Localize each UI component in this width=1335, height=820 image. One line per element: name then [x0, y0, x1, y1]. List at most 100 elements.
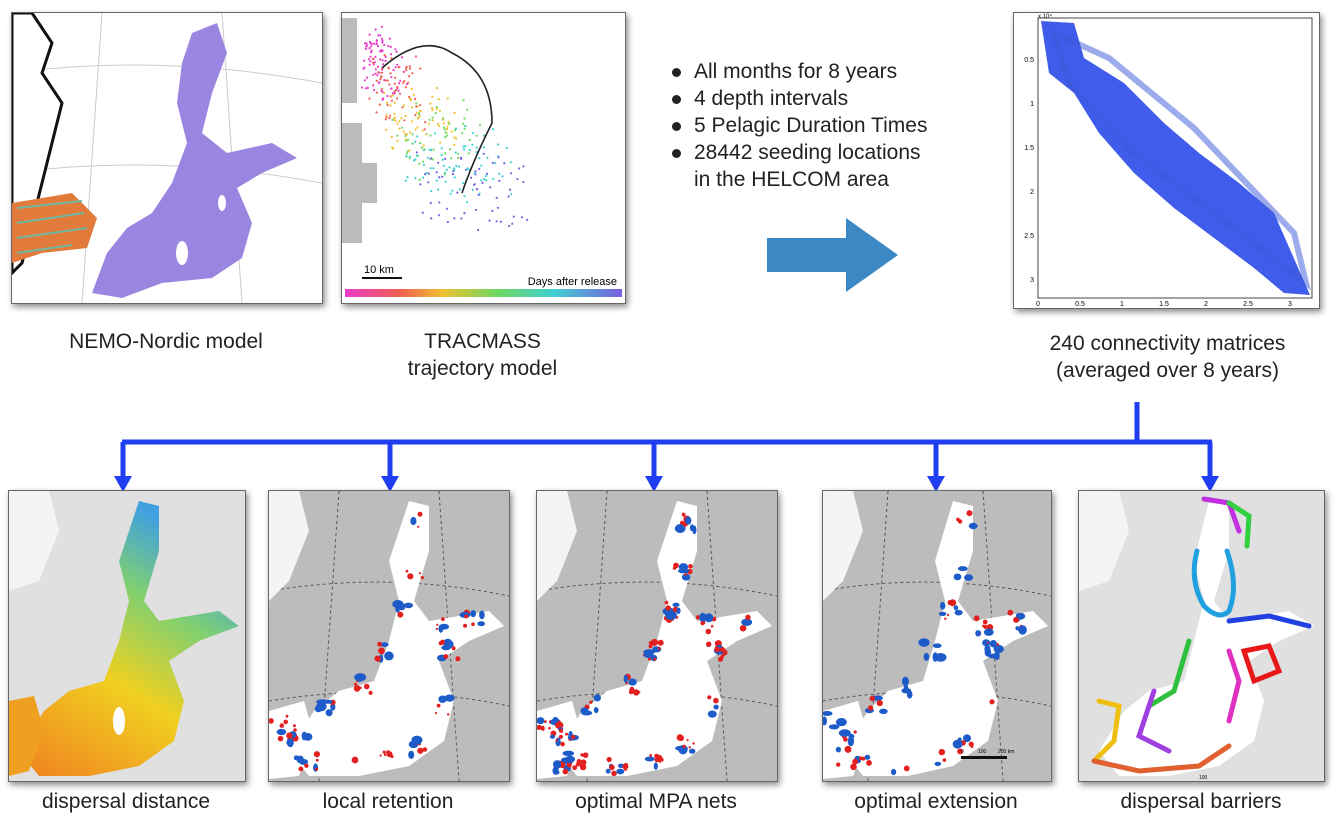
particle-dot: [383, 91, 386, 94]
red-dot: [745, 614, 751, 620]
retention-markers: [269, 511, 485, 772]
red-dot: [417, 747, 424, 754]
particle-dot: [453, 136, 456, 139]
blue-patch: [828, 724, 840, 730]
red-dot: [688, 746, 691, 749]
red-dot: [688, 564, 693, 569]
particle-dot: [414, 114, 417, 117]
particle-dot: [526, 218, 529, 221]
particle-dot: [457, 152, 460, 155]
particle-dot: [466, 108, 469, 111]
particle-dot: [419, 183, 422, 186]
blue-patch: [674, 524, 686, 533]
particle-dot: [422, 144, 425, 147]
red-dot: [363, 683, 370, 690]
particle-dot: [444, 131, 447, 134]
particle-dot: [468, 138, 471, 142]
particle-dot: [509, 161, 512, 164]
blue-patch: [470, 610, 476, 618]
red-dot: [434, 711, 438, 715]
red-dot: [436, 703, 441, 708]
particle-dot: [444, 157, 447, 160]
particle-dot: [495, 220, 498, 223]
blue-patch: [823, 711, 833, 716]
particle-dot: [454, 127, 458, 130]
red-dot: [866, 760, 872, 766]
particle-dot: [422, 163, 426, 166]
particle-dot: [414, 55, 417, 58]
blue-patch: [439, 623, 450, 630]
particle-dot: [446, 97, 449, 100]
red-dot: [713, 697, 719, 704]
red-dot: [611, 770, 617, 777]
particle-dot: [424, 173, 427, 176]
particle-dot: [402, 104, 406, 107]
blue-patch: [953, 573, 962, 581]
particle-dot: [374, 55, 377, 59]
particle-dot: [381, 39, 384, 43]
particle-dot: [390, 87, 393, 90]
particle-dot: [389, 95, 392, 98]
particle-dot: [435, 87, 439, 90]
particle-dot: [368, 63, 371, 66]
matrix-exponent: x 10⁴: [1038, 13, 1052, 20]
red-dot: [858, 756, 863, 761]
particle-dot: [372, 42, 375, 45]
particle-dot: [378, 103, 381, 106]
particle-dot: [372, 84, 375, 87]
blue-patch: [384, 651, 394, 661]
arrowhead-3: [645, 476, 663, 492]
arrowhead-1: [114, 476, 132, 492]
optimal-mpa-map: [536, 490, 778, 782]
particle-dot: [451, 172, 455, 176]
matrix-y-tick: 1.5: [1024, 145, 1034, 152]
matrix-caption-line1: 240 connectivity matrices: [1049, 332, 1286, 355]
particle-dot: [455, 137, 458, 140]
particle-dot: [367, 58, 370, 61]
matrix-y-tick: 2.5: [1024, 233, 1034, 240]
red-dot: [405, 569, 409, 573]
particle-dot: [480, 179, 483, 182]
particle-dot: [480, 164, 483, 167]
particle-dot: [486, 172, 489, 175]
particle-dot: [377, 81, 380, 84]
red-dot: [710, 624, 714, 628]
blue-patch: [681, 573, 691, 581]
particle-dot: [418, 162, 421, 165]
particle-dot: [438, 124, 441, 128]
particle-dot: [522, 180, 525, 184]
matrix-x-tick: 0: [1036, 301, 1040, 308]
particle-dot: [398, 82, 401, 85]
red-dot: [285, 714, 289, 718]
particle-dot: [429, 201, 432, 205]
red-dot: [684, 573, 687, 576]
blue-patch: [443, 638, 452, 646]
red-dot: [714, 646, 720, 653]
particle-dot: [457, 165, 461, 168]
bullet-item: 5 Pelagic Duration Times: [668, 112, 927, 139]
parameter-list: All months for 8 years 4 depth intervals…: [668, 58, 927, 193]
particle-dot: [464, 145, 467, 148]
particle-dot: [381, 98, 384, 101]
red-dot: [661, 757, 664, 760]
particle-dot: [419, 109, 422, 112]
bullet-item: 28442 seeding locations: [668, 139, 927, 166]
particle-dot: [396, 134, 399, 137]
red-dot: [407, 573, 414, 580]
particle-dot: [462, 99, 465, 102]
red-dot: [298, 766, 304, 772]
blue-patch: [847, 736, 855, 747]
particle-dot: [375, 39, 378, 42]
matrix-x-tick: 1: [1120, 301, 1124, 308]
particle-dot: [405, 69, 408, 72]
blue-patch: [689, 524, 695, 532]
particle-dot: [381, 59, 384, 62]
red-dot: [304, 763, 309, 768]
particle-dot: [453, 176, 456, 179]
optimal-extension-map: 0 100 200 km: [822, 490, 1052, 782]
particle-dot: [475, 146, 478, 149]
scale-label-0: 0: [961, 749, 964, 755]
particle-dot: [498, 179, 501, 182]
particle-dot: [410, 87, 413, 90]
